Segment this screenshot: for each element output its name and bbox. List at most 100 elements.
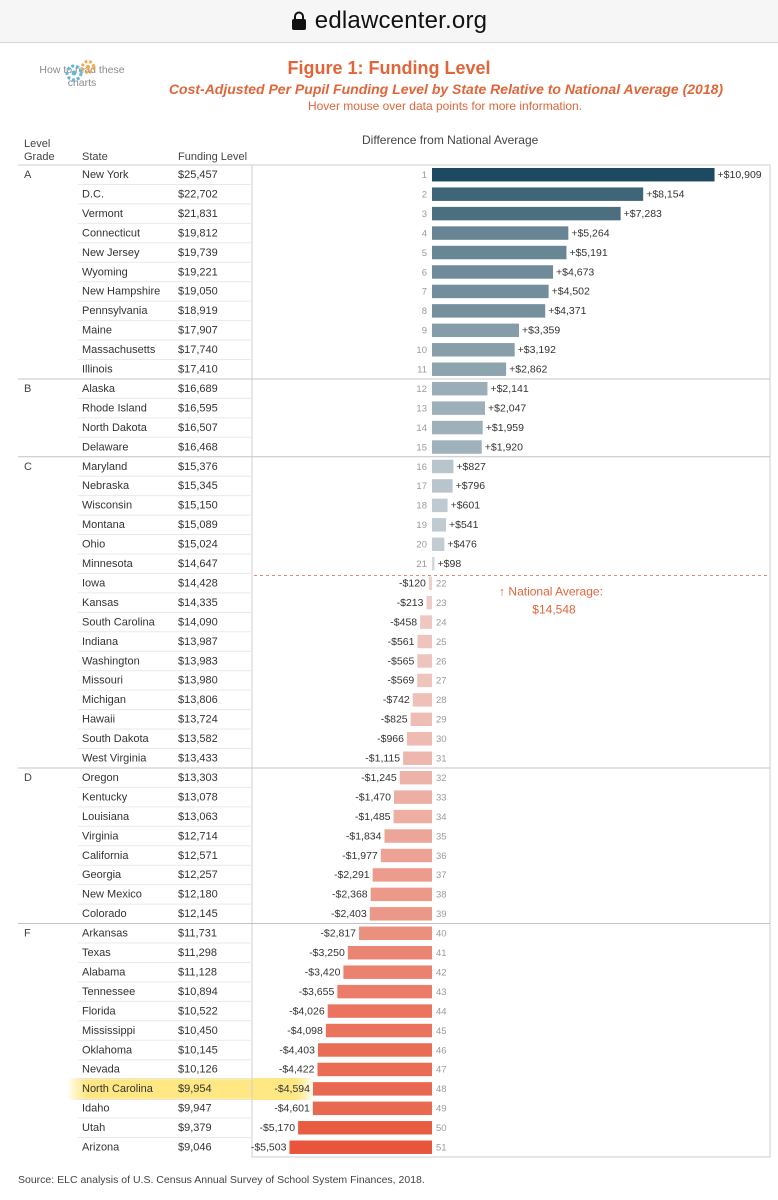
value-label: -$565 <box>388 655 415 667</box>
value-label: +$7,283 <box>624 208 662 220</box>
value-label: -$825 <box>381 714 408 726</box>
rank-label: 51 <box>436 1143 447 1154</box>
bar <box>372 868 432 882</box>
funding-value: $15,089 <box>178 519 218 531</box>
funding-value: $17,740 <box>178 344 218 356</box>
rank-label: 44 <box>436 1006 447 1017</box>
bar <box>432 498 448 513</box>
state-name: Massachusetts <box>82 344 156 356</box>
state-name: Nebraska <box>82 480 130 492</box>
state-name: Wisconsin <box>82 500 132 512</box>
funding-value: $10,522 <box>178 1005 218 1017</box>
bar <box>432 381 488 396</box>
state-name: Illinois <box>82 364 113 376</box>
header-funding: Funding Level <box>178 151 248 163</box>
bar <box>420 615 432 629</box>
value-label: -$5,503 <box>251 1142 287 1154</box>
state-name: Alaska <box>82 383 116 395</box>
state-name: New Mexico <box>82 889 142 901</box>
state-name: Missouri <box>82 675 123 687</box>
funding-value: $16,595 <box>178 402 218 414</box>
funding-value: $16,468 <box>178 441 218 453</box>
value-label: -$4,026 <box>289 1005 325 1017</box>
rank-label: 9 <box>422 326 427 337</box>
how-to-read-link[interactable]: How to read these charts <box>30 60 134 90</box>
bar <box>432 284 549 299</box>
funding-value: $14,647 <box>178 558 218 570</box>
rank-label: 32 <box>436 773 447 784</box>
state-name: South Dakota <box>82 733 150 745</box>
value-label: +$476 <box>447 539 477 551</box>
value-label: -$2,817 <box>320 928 356 940</box>
rank-label: 20 <box>416 540 427 551</box>
value-label: -$3,250 <box>309 947 345 959</box>
state-name: Arizona <box>82 1142 120 1154</box>
funding-value: $11,731 <box>178 928 217 940</box>
state-name: Idaho <box>82 1103 110 1115</box>
bar <box>432 479 453 493</box>
value-label: +$4,502 <box>552 286 590 298</box>
funding-value: $9,379 <box>178 1122 212 1134</box>
funding-value: $9,954 <box>178 1083 212 1095</box>
funding-value: $25,457 <box>178 169 218 181</box>
value-label: -$2,291 <box>334 869 370 881</box>
value-label: -$5,170 <box>259 1122 295 1134</box>
header-grade: Grade <box>24 151 55 163</box>
bar <box>393 790 432 804</box>
state-name: South Carolina <box>82 616 156 628</box>
value-label: +$10,909 <box>718 169 762 181</box>
rank-label: 12 <box>416 384 427 395</box>
state-name: Pennsylvania <box>82 305 148 317</box>
state-name: Tennessee <box>82 986 135 998</box>
bar <box>432 343 515 357</box>
rank-label: 40 <box>436 929 447 940</box>
state-name: Virginia <box>82 830 119 842</box>
figure-title: Figure 1: Funding Level <box>287 58 491 78</box>
bar <box>337 984 432 999</box>
state-name: Nevada <box>82 1064 121 1076</box>
funding-value: $12,714 <box>178 830 218 842</box>
rank-label: 46 <box>436 1045 447 1056</box>
bar <box>399 770 432 785</box>
rank-label: 21 <box>416 559 427 570</box>
bar <box>380 848 432 863</box>
funding-value: $13,980 <box>178 675 218 687</box>
rank-label: 37 <box>436 870 447 881</box>
header-difference: Difference from National Average <box>362 133 539 147</box>
rank-label: 6 <box>422 267 427 278</box>
state-name: Iowa <box>82 577 106 589</box>
funding-value: $15,345 <box>178 480 218 492</box>
state-name: North Dakota <box>82 422 148 434</box>
state-name: Wyoming <box>82 266 128 278</box>
funding-value: $22,702 <box>178 188 218 200</box>
funding-value: $13,983 <box>178 655 218 667</box>
header-level: Level <box>24 138 51 150</box>
rank-label: 50 <box>436 1123 447 1134</box>
state-name: New Jersey <box>82 247 140 259</box>
value-label: -$4,594 <box>274 1083 310 1095</box>
state-name: Texas <box>82 947 111 959</box>
value-label: -$4,403 <box>279 1044 315 1056</box>
rank-label: 33 <box>436 792 447 803</box>
funding-value: $19,739 <box>178 247 218 259</box>
rank-label: 23 <box>436 598 447 609</box>
value-label: -$3,420 <box>305 966 341 978</box>
state-name: Oregon <box>82 772 119 784</box>
bar <box>325 1023 432 1038</box>
bar <box>384 829 432 843</box>
rank-label: 1 <box>422 170 427 181</box>
address-bar[interactable]: edlawcenter.org <box>0 0 778 43</box>
funding-value: $15,024 <box>178 539 218 551</box>
grade-label: F <box>24 928 31 940</box>
bar <box>428 576 432 590</box>
bar <box>417 673 432 688</box>
grade-label: C <box>24 461 32 473</box>
funding-value: $10,894 <box>178 986 218 998</box>
north-carolina-highlight <box>66 1078 316 1100</box>
funding-value: $15,376 <box>178 461 218 473</box>
state-name: Minnesota <box>82 558 134 570</box>
bar <box>432 206 621 221</box>
bar <box>289 1140 432 1154</box>
hover-note: Hover mouse over data points for more in… <box>307 99 583 113</box>
state-name: California <box>82 850 129 862</box>
